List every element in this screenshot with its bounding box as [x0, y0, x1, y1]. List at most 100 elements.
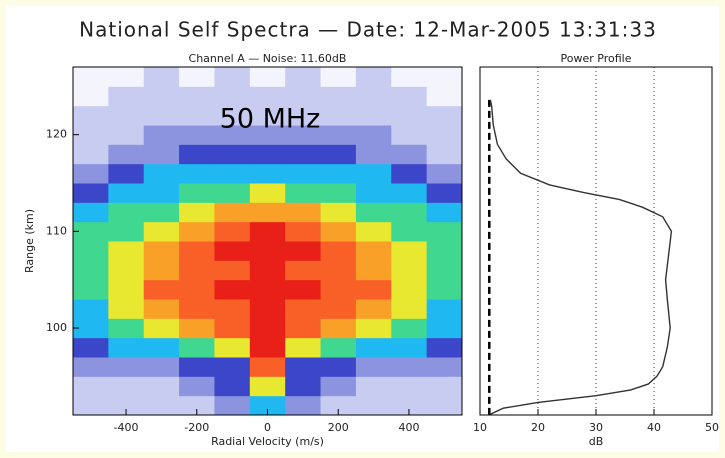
- heat-cell: [426, 241, 462, 261]
- heat-cell: [214, 260, 251, 281]
- heat-cell: [285, 318, 322, 339]
- heat-cell: [108, 221, 145, 242]
- heat-cell: [355, 357, 392, 377]
- heat-cell: [179, 357, 215, 377]
- heat-cell: [249, 105, 286, 126]
- heat-cell: [143, 357, 180, 377]
- heat-cell: [179, 395, 215, 415]
- heat-cell: [143, 163, 180, 184]
- heat-cell: [108, 125, 145, 145]
- heat-cell: [73, 163, 109, 184]
- heat-cell: [214, 318, 251, 339]
- heat-cell: [391, 221, 428, 242]
- heat-cell: [391, 357, 428, 377]
- heat-cell: [179, 67, 215, 87]
- heat-cell: [214, 183, 251, 203]
- heat-cell: [285, 67, 322, 87]
- heat-cell: [355, 67, 392, 87]
- heat-cell: [143, 105, 180, 126]
- heat-cell: [108, 376, 145, 397]
- heat-cell: [143, 144, 180, 165]
- heat-cell: [143, 221, 180, 242]
- heat-cell: [179, 105, 215, 126]
- heat-cell: [179, 183, 215, 203]
- heat-cell: [355, 105, 392, 126]
- heat-cell: [391, 163, 428, 184]
- heat-cell: [143, 376, 180, 397]
- heat-cell: [108, 163, 145, 184]
- heat-cell: [73, 260, 109, 281]
- heat-cell: [214, 86, 251, 107]
- heat-cell: [426, 318, 462, 339]
- heat-cell: [320, 105, 357, 126]
- heat-cell: [179, 163, 215, 184]
- x-tick-label: 0: [264, 421, 271, 434]
- x-tick-label: 200: [328, 421, 349, 434]
- heat-cell: [143, 241, 180, 261]
- heat-cell: [179, 299, 215, 319]
- heat-cell: [391, 279, 428, 300]
- heat-cell: [285, 163, 322, 184]
- heat-cell: [426, 395, 462, 415]
- plot-frame: [479, 66, 713, 416]
- heat-cell: [108, 86, 145, 107]
- heat-cell: [355, 395, 392, 415]
- heat-cell: [143, 86, 180, 107]
- plot-area: [73, 67, 462, 415]
- heat-cell: [320, 202, 357, 223]
- heat-cell: [426, 376, 462, 397]
- heat-cell: [249, 202, 286, 223]
- heat-cell: [143, 125, 180, 145]
- heat-cell: [108, 318, 145, 339]
- heat-cell: [214, 144, 251, 165]
- heat-cell: [179, 318, 215, 339]
- heat-cell: [143, 260, 180, 281]
- heat-cell: [426, 163, 462, 184]
- heat-cell: [320, 67, 357, 87]
- heat-cell: [355, 318, 392, 339]
- heat-cell: [355, 202, 392, 223]
- heat-cell: [214, 202, 251, 223]
- heat-cell: [426, 260, 462, 281]
- heat-cell: [320, 395, 357, 415]
- x-tick-label: 20: [531, 421, 545, 434]
- heat-cell: [73, 357, 109, 377]
- heat-cell: [391, 318, 428, 339]
- heat-cell: [285, 357, 322, 377]
- heat-cell: [285, 221, 322, 242]
- heat-cell: [391, 395, 428, 415]
- heat-cell: [108, 105, 145, 126]
- y-axis-label: Range (km): [23, 209, 36, 273]
- heat-cell: [426, 105, 462, 126]
- heat-cell: [391, 183, 428, 203]
- heat-cell: [320, 337, 357, 358]
- heat-cell: [426, 279, 462, 300]
- heat-cell: [355, 299, 392, 319]
- heat-cell: [285, 395, 322, 415]
- heat-cell: [108, 144, 145, 165]
- heat-cell: [391, 144, 428, 165]
- heat-cell: [179, 202, 215, 223]
- annotation: 50 MHz: [220, 104, 321, 135]
- heat-cell: [143, 395, 180, 415]
- heat-cell: [355, 144, 392, 165]
- heat-cell: [391, 337, 428, 358]
- heat-cell: [285, 279, 322, 300]
- x-tick-label: 400: [398, 421, 419, 434]
- heat-cell: [355, 221, 392, 242]
- x-tick-label: 10: [473, 421, 487, 434]
- heat-cell: [320, 163, 357, 184]
- heat-cell: [355, 241, 392, 261]
- heat-cell: [108, 260, 145, 281]
- heat-cell: [391, 376, 428, 397]
- heat-cell: [73, 86, 109, 107]
- x-tick-label: 40: [647, 421, 661, 434]
- heat-cell: [391, 241, 428, 261]
- heat-cell: [355, 279, 392, 300]
- heat-cell: [143, 183, 180, 203]
- heat-cell: [249, 144, 286, 165]
- heat-cell: [249, 241, 286, 261]
- heat-cell: [73, 376, 109, 397]
- heat-cell: [391, 125, 428, 145]
- heat-cell: [320, 376, 357, 397]
